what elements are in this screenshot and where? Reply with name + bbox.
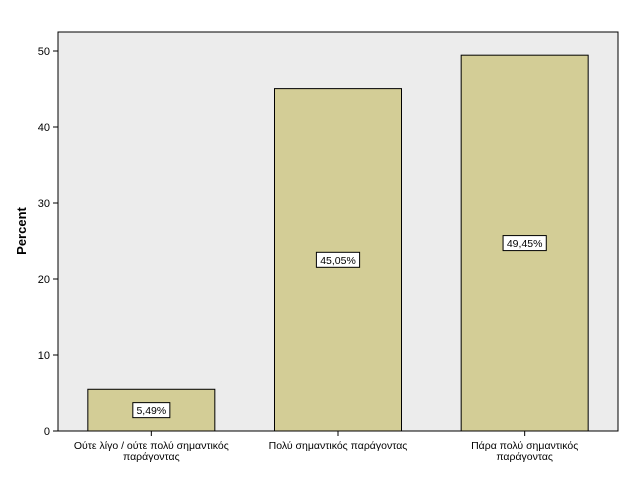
- data-label: 45,05%: [320, 255, 356, 267]
- x-tick-label: Ούτε λίγο / ούτε πολύ σημαντικός: [74, 440, 229, 452]
- y-tick-label: 30: [38, 198, 50, 210]
- x-axis: Ούτε λίγο / ούτε πολύ σημαντικόςπαράγοντ…: [74, 431, 578, 463]
- bars-group: 5,49% 45,05% 49,45%: [87, 54, 589, 432]
- data-label-box: [502, 235, 547, 252]
- x-tick-label: παράγοντας: [123, 451, 180, 463]
- data-label-box: [132, 402, 171, 419]
- y-tick-label: 40: [38, 122, 50, 134]
- data-label-box: [315, 251, 361, 268]
- x-tick-label: παράγοντας: [496, 451, 553, 463]
- y-tick-label: 50: [38, 46, 50, 58]
- x-tick-label: Πάρα πολύ σημαντικός: [471, 440, 578, 452]
- data-label: 49,45%: [507, 238, 543, 250]
- y-tick-label: 0: [44, 426, 50, 438]
- data-label: 5,49%: [136, 405, 166, 417]
- y-axis: 0 10 20 30 40 50: [38, 46, 58, 438]
- y-axis-title: Percent: [14, 206, 29, 254]
- x-tick-label: Πολύ σημαντικός παράγοντας: [269, 440, 408, 452]
- y-tick-label: 10: [38, 350, 50, 362]
- y-tick-label: 20: [38, 274, 50, 286]
